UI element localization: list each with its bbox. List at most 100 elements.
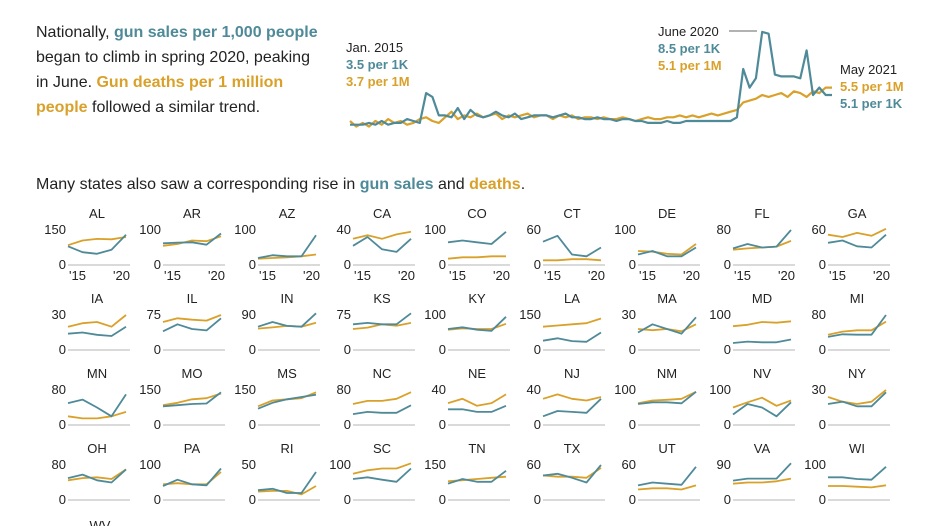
state-xtick-end-co: '20: [493, 268, 510, 283]
state-yzero-ar: 0: [154, 257, 161, 272]
state-xtick-end-az: '20: [303, 268, 320, 283]
state-sales-line-wi: [828, 466, 887, 481]
state-sales-line-md: [732, 338, 792, 344]
state-chart-tn: TN 150 0: [424, 441, 510, 507]
state-sales-line-ar: [162, 232, 222, 246]
state-xtick-start-al: '15: [69, 268, 86, 283]
state-chart-tx: TX 60 0: [527, 441, 605, 507]
state-chart-nv: NV 100 0: [709, 366, 795, 432]
state-ymax-ca: 40: [337, 222, 351, 237]
state-chart-nm: NM 100 0: [614, 366, 700, 432]
state-xtick-start-ar: '15: [164, 268, 181, 283]
state-deaths-line-nm: [637, 390, 697, 405]
state-chart-oh: OH 80 0: [52, 441, 130, 507]
annotation-june-2020-deaths: 5.1 per 1M: [658, 58, 722, 73]
state-sales-line-va: [732, 462, 792, 482]
state-xtick-end-ca: '20: [398, 268, 415, 283]
annotation-may-2021-deaths: 5.5 per 1M: [840, 79, 904, 94]
subtitle-text-2: and: [433, 176, 470, 193]
state-label-tx: TX: [564, 441, 581, 456]
state-sales-line-oh: [67, 468, 127, 484]
state-deaths-line-oh: [67, 468, 127, 482]
state-ymax-md: 100: [709, 307, 731, 322]
state-label-ma: MA: [657, 291, 677, 306]
state-ymax-ky: 100: [424, 307, 446, 322]
annotation-may-2021-sales: 5.1 per 1K: [840, 96, 903, 111]
intro-paragraph: Nationally, gun sales per 1,000 people b…: [36, 20, 326, 120]
state-chart-ks: KS 75 0: [337, 291, 415, 357]
state-sales-line-ky: [447, 316, 507, 332]
state-chart-ar: AR 100 0'15 '20: [139, 206, 225, 283]
state-xtick-start-ca: '15: [354, 268, 371, 283]
state-ymax-mi: 80: [812, 307, 826, 322]
state-deaths-line-nj: [542, 393, 602, 402]
state-label-co: CO: [467, 206, 487, 221]
national-gun-deaths-line: [349, 86, 832, 128]
state-label-oh: OH: [87, 441, 107, 456]
subtitle-gun-sales: gun sales: [359, 176, 434, 193]
state-yzero-ms: 0: [249, 417, 256, 432]
state-yzero-oh: 0: [59, 492, 66, 507]
state-deaths-line-ia: [67, 314, 127, 328]
state-sales-line-tx: [542, 464, 602, 484]
state-chart-mn: MN 80 0: [52, 366, 130, 432]
state-deaths-line-md: [732, 320, 792, 328]
annotation-jan-2015-deaths: 3.7 per 1M: [346, 74, 410, 89]
state-ymax-ia: 30: [52, 307, 66, 322]
state-sales-line-ia: [67, 325, 127, 337]
state-deaths-line-mo: [162, 392, 222, 407]
state-yzero-ks: 0: [344, 342, 351, 357]
annotation-jan-2015-label: Jan. 2015: [346, 40, 403, 55]
state-ymax-wi: 100: [804, 457, 826, 472]
state-ymax-ct: 60: [527, 222, 541, 237]
state-chart-wi: WI 100 0: [804, 441, 890, 507]
state-sales-line-fl: [732, 229, 792, 250]
state-deaths-line-az: [257, 253, 317, 260]
state-xtick-start-ga: '15: [829, 268, 846, 283]
state-label-de: DE: [658, 206, 676, 221]
state-xtick-end-ga: '20: [873, 268, 890, 283]
state-label-ne: NE: [468, 366, 486, 381]
state-yzero-az: 0: [249, 257, 256, 272]
state-ymax-mn: 80: [52, 382, 66, 397]
state-sales-line-pa: [162, 467, 222, 487]
state-deaths-line-al: [67, 236, 127, 247]
state-xtick-start-az: '15: [259, 268, 276, 283]
state-label-in: IN: [281, 291, 294, 306]
state-sales-line-sc: [352, 467, 412, 483]
state-yzero-ky: 0: [439, 342, 446, 357]
state-label-md: MD: [752, 291, 772, 306]
state-ymax-ar: 100: [139, 222, 161, 237]
state-yzero-nc: 0: [344, 417, 351, 432]
state-chart-co: CO 100 0'15 '20: [424, 206, 510, 283]
state-sales-line-ga: [827, 234, 887, 249]
state-sales-line-la: [542, 331, 602, 343]
state-deaths-line-mn: [67, 411, 127, 420]
national-trend-chart: Jan. 2015 3.5 per 1K 3.7 per 1M June 2020 8.…: [346, 24, 904, 128]
state-yzero-sc: 0: [344, 492, 351, 507]
state-label-ca: CA: [373, 206, 391, 221]
state-sales-line-mn: [67, 393, 127, 418]
state-xtick-end-fl: '20: [778, 268, 795, 283]
state-xtick-end-ct: '20: [588, 268, 605, 283]
state-xtick-start-fl: '15: [734, 268, 751, 283]
state-deaths-line-ar: [162, 235, 222, 247]
state-sales-line-al: [67, 234, 127, 255]
state-ymax-fl: 80: [717, 222, 731, 237]
intro-gun-deaths-phrase: Gun deaths per 1 million people: [36, 74, 284, 116]
intro-text-3: followed a similar trend.: [87, 99, 261, 116]
state-label-az: AZ: [279, 206, 296, 221]
state-label-tn: TN: [468, 441, 485, 456]
state-ymax-nv: 100: [709, 382, 731, 397]
state-yzero-de: 0: [629, 257, 636, 272]
state-label-nc: NC: [373, 366, 392, 381]
state-deaths-line-la: [542, 317, 602, 328]
state-chart-az: AZ 100 0'15 '20: [234, 206, 320, 283]
state-sales-line-ca: [352, 236, 412, 253]
state-yzero-fl: 0: [724, 257, 731, 272]
state-yzero-al: 0: [59, 257, 66, 272]
state-yzero-co: 0: [439, 257, 446, 272]
state-deaths-line-ga: [827, 227, 887, 238]
state-subtitle: Many states also saw a corresponding ris…: [36, 176, 525, 194]
state-chart-ga: GA 60 0'15 '20: [812, 206, 890, 283]
